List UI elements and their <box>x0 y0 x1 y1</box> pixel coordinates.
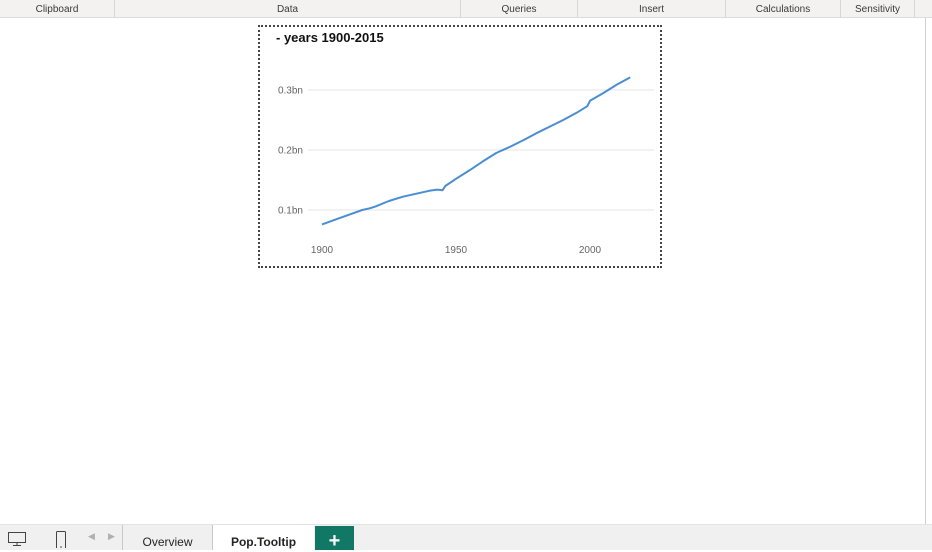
line-chart-svg: 0.1bn 0.2bn 0.3bn 1900 1950 2000 <box>278 76 654 256</box>
ribbon-group-data: Data <box>115 0 461 17</box>
x-tick-label: 1900 <box>311 245 334 256</box>
ribbon-group-sensitivity: Sensitivity <box>841 0 915 17</box>
ribbon-group-calculations: Calculations <box>726 0 841 17</box>
tab-pop-tooltip[interactable]: Pop.Tooltip <box>213 525 314 550</box>
y-tick-label: 0.1bn <box>278 206 303 217</box>
tab-separator <box>122 525 123 550</box>
ribbon-group-clipboard: Clipboard <box>0 0 115 17</box>
mobile-view-icon[interactable] <box>51 525 71 550</box>
visual-title: - years 1900-2015 <box>276 30 384 45</box>
ribbon-group-labels: Clipboard Data Queries Insert Calculatio… <box>0 0 932 18</box>
add-page-button[interactable]: + <box>315 526 354 551</box>
chevron-left-icon[interactable]: ◀ <box>88 531 95 541</box>
x-tick-label: 2000 <box>579 245 602 256</box>
y-tick-label: 0.2bn <box>278 146 303 157</box>
x-tick-label: 1950 <box>445 245 468 256</box>
ribbon-group-queries: Queries <box>461 0 578 17</box>
y-tick-label: 0.3bn <box>278 86 303 97</box>
desktop-view-icon[interactable] <box>6 525 28 550</box>
ribbon-group-insert: Insert <box>578 0 726 17</box>
chevron-right-icon[interactable]: ▶ <box>108 531 115 541</box>
series-line[interactable] <box>321 76 631 226</box>
line-chart-visual[interactable]: - years 1900-2015 0.1bn 0.2bn 0.3bn 1900 195… <box>258 25 662 268</box>
tab-overview[interactable]: Overview <box>142 535 193 549</box>
tab-separator <box>212 525 213 550</box>
page-tab-bar: ◀ ▶ Overview Pop.Tooltip + <box>0 524 932 551</box>
canvas-right-edge <box>925 18 926 524</box>
